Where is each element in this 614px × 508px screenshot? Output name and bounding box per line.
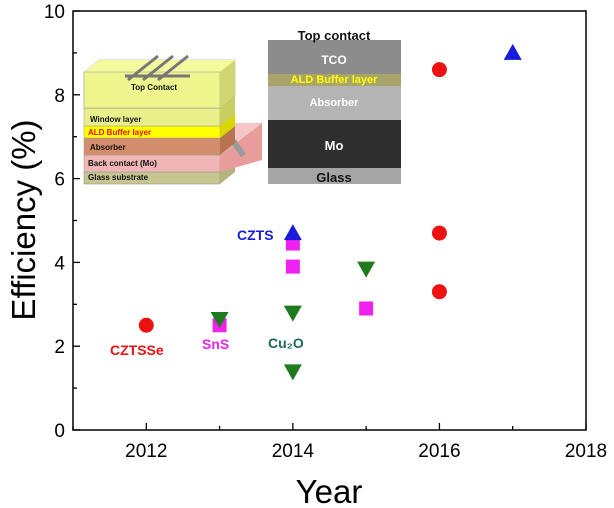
data-point-triangle-down — [283, 364, 302, 381]
x-tick-label: 2016 — [418, 441, 460, 462]
schematic-label-back-contact: Back contact (Mo) — [88, 159, 157, 168]
axis-tick-labels: 2012 2014 2016 2018 0 2 4 6 8 10 — [44, 2, 607, 462]
data-point-square — [359, 301, 374, 316]
data-point-circle — [138, 317, 154, 333]
sem-label-top-contact: Top contact — [298, 28, 371, 43]
schematic-label-top-contact: Top Contact — [131, 83, 177, 92]
data-points — [138, 43, 522, 381]
y-tick-label: 0 — [54, 421, 65, 442]
y-tick-label: 2 — [54, 337, 65, 358]
y-tick-label: 8 — [54, 86, 65, 107]
axis-ticks — [72, 10, 587, 431]
data-point-triangle-up — [283, 224, 302, 241]
annotation-czts: CZTS — [237, 227, 274, 243]
sem-label-mo: Mo — [325, 138, 344, 153]
annotation-sns: SnS — [202, 336, 229, 352]
data-point-circle — [431, 225, 447, 241]
data-point-triangle-down — [357, 261, 376, 278]
data-point-circle — [431, 62, 447, 78]
schematic-label-window: Window layer — [90, 115, 142, 124]
sem-label-absorber: Absorber — [310, 97, 360, 109]
x-tick-label: 2014 — [272, 441, 315, 462]
x-tick-label: 2012 — [125, 441, 167, 462]
schematic-label-absorber: Absorber — [90, 143, 126, 152]
sem-label-buffer: ALD Buffer layer — [291, 74, 379, 86]
data-point-triangle-up — [503, 43, 522, 60]
data-point-triangle-down — [283, 305, 302, 322]
x-tick-label: 2018 — [565, 441, 607, 462]
annotation-cztsse: CZTSSe — [110, 342, 164, 358]
y-tick-label: 6 — [54, 170, 65, 191]
sem-cross-section-inset: Top contact TCO ALD Buffer layer Absorbe… — [268, 27, 401, 185]
sem-label-tco: TCO — [321, 53, 346, 67]
y-axis-title: Efficiency (%) — [5, 119, 42, 320]
data-point-triangle-down — [210, 311, 229, 328]
schematic-label-buffer: ALD Buffer layer — [88, 128, 151, 137]
x-axis-title: Year — [296, 473, 363, 508]
device-schematic-inset: Top Contact Window layer ALD Buffer laye… — [83, 54, 262, 185]
data-point-square — [285, 259, 300, 274]
annotation-cu2o: Cu₂O — [268, 335, 304, 351]
sem-label-glass: Glass — [316, 170, 351, 185]
data-point-circle — [431, 284, 447, 300]
y-tick-label: 10 — [44, 2, 65, 23]
schematic-label-glass: Glass substrate — [88, 173, 149, 182]
y-tick-label: 4 — [54, 253, 65, 274]
